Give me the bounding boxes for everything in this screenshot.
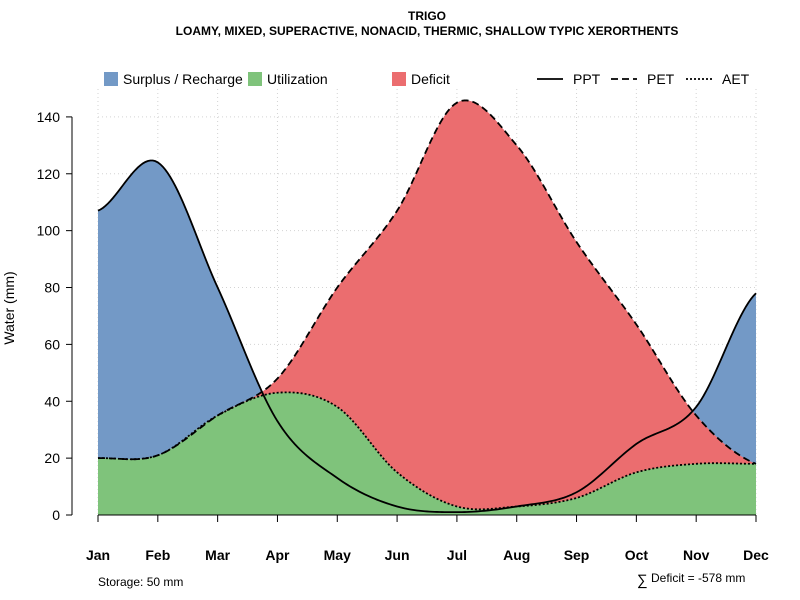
- axes: 0 20 40 60 80 100 120 140 Jan Feb Mar Apr May Jun Jul A…: [37, 109, 769, 563]
- sum-icon: ∑: [637, 572, 648, 589]
- x-tick-label-jul: Jul: [447, 547, 467, 563]
- legend-label: Deficit: [411, 71, 450, 87]
- utilization-area: [98, 392, 756, 515]
- x-tick-label-apr: Apr: [265, 547, 290, 563]
- legend-swatch: [248, 72, 262, 86]
- legend-item-surplus-recharge: Surplus / Recharge: [104, 71, 243, 87]
- legend: Surplus / Recharge Utilization Deficit PPT P…: [104, 71, 750, 87]
- y-tick-label: 20: [44, 450, 60, 466]
- x-tick-label-jun: Jun: [385, 547, 410, 563]
- y-tick-label: 140: [37, 109, 61, 125]
- ppt-line: [97, 159, 757, 514]
- storage-note: Storage: 50 mm: [98, 575, 183, 589]
- x-tick-label-oct: Oct: [625, 547, 649, 563]
- legend-label: PPT: [573, 71, 601, 87]
- legend-item-pet: PET: [611, 71, 675, 87]
- x-tick-label-aug: Aug: [503, 547, 530, 563]
- legend-item-ppt: PPT: [537, 71, 601, 87]
- chart-title: TRIGO: [408, 9, 446, 23]
- legend-label: Utilization: [267, 71, 328, 87]
- aet-line: [97, 391, 757, 511]
- x-tick-label-may: May: [324, 547, 351, 563]
- y-tick-label: 120: [37, 166, 61, 182]
- y-tick-label: 80: [44, 280, 60, 296]
- series-lines: [97, 99, 757, 514]
- legend-swatch: [104, 72, 118, 86]
- balance-areas: [98, 100, 756, 515]
- legend-item-utilization: Utilization: [248, 71, 328, 87]
- legend-label: AET: [722, 71, 750, 87]
- y-tick-label: 40: [44, 393, 60, 409]
- x-tick-label-dec: Dec: [743, 547, 769, 563]
- legend-label: PET: [647, 71, 675, 87]
- x-tick-label-mar: Mar: [205, 547, 230, 563]
- deficit-total: Deficit = -578 mm: [651, 571, 745, 585]
- x-tick-label-feb: Feb: [145, 547, 170, 563]
- y-tick-label: 60: [44, 336, 60, 352]
- pet-line: [97, 99, 757, 465]
- legend-item-aet: AET: [686, 71, 750, 87]
- y-tick-label: 100: [37, 223, 61, 239]
- y-tick-label: 0: [52, 507, 60, 523]
- x-tick-label-nov: Nov: [683, 547, 710, 563]
- x-tick-label-jan: Jan: [86, 547, 110, 563]
- legend-item-deficit: Deficit: [392, 71, 450, 87]
- legend-label: Surplus / Recharge: [123, 71, 243, 87]
- x-tick-label-sep: Sep: [564, 547, 590, 563]
- y-axis-label: Water (mm): [1, 271, 17, 344]
- legend-swatch: [392, 72, 406, 86]
- chart-subtitle: LOAMY, MIXED, SUPERACTIVE, NONACID, THER…: [176, 24, 679, 38]
